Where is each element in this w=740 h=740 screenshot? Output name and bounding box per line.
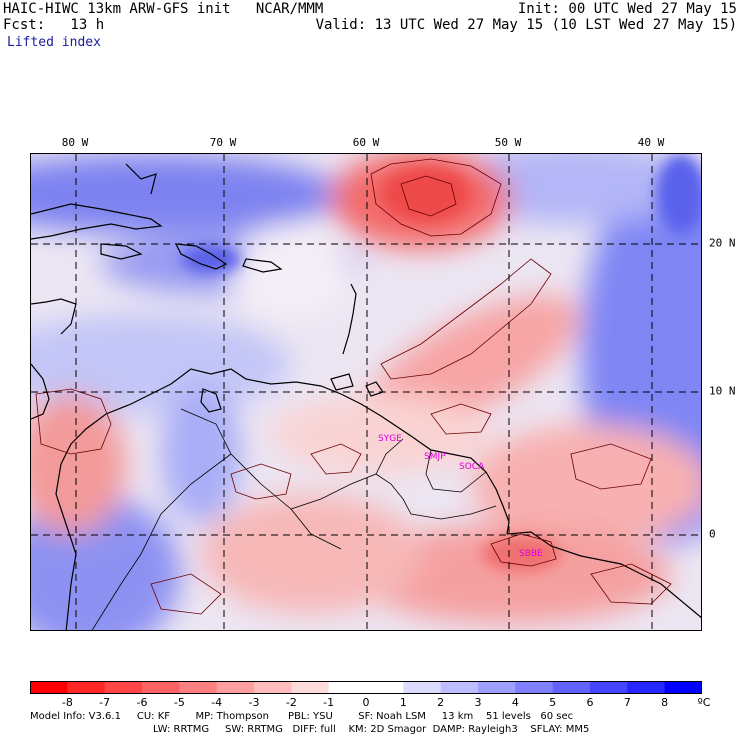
country-borders [91, 408, 497, 630]
lon-label-80w: 80 W [61, 136, 89, 149]
colorbar-tick-label: -6 [136, 696, 148, 709]
station-soca: SOCA [459, 462, 485, 472]
model-info-line1: Model Info: V3.6.1 CU: KF MP: Thompson P… [30, 711, 574, 722]
colorbar-border [30, 681, 702, 694]
colorbar [30, 681, 702, 694]
lon-label-50w: 50 W [494, 136, 522, 149]
colorbar-segment [216, 681, 255, 694]
lat-label-20n: 20 N [709, 236, 736, 250]
colorbar-tick-label: -3 [248, 696, 260, 709]
colorbar-tick-label: 2 [437, 696, 445, 709]
colorbar-tick-label: -4 [211, 696, 223, 709]
lat-label-10n: 10 N [709, 384, 736, 398]
colorbar-tick-label: -7 [99, 696, 111, 709]
contours [35, 158, 672, 615]
colorbar-tick-label: 5 [549, 696, 557, 709]
map-canvas: SYGE SMJP SOCA SBBE [31, 154, 701, 630]
lon-label-60w: 60 W [352, 136, 380, 149]
colorbar-tick-label: 6 [586, 696, 594, 709]
coastlines [31, 163, 701, 630]
colorbar-segment [627, 681, 666, 694]
colorbar-segment [30, 681, 68, 694]
colorbar-segment [440, 681, 479, 694]
colorbar-segment [403, 681, 442, 694]
colorbar-segment [254, 681, 292, 694]
colorbar-tick-label: 0 [362, 696, 370, 709]
station-labels: SYGE SMJP SOCA SBBE [378, 434, 543, 559]
colorbar-segment [328, 681, 367, 694]
station-syge: SYGE [378, 434, 402, 444]
valid-time: Valid: 13 UTC Wed 27 May 15 (10 LST Wed … [315, 17, 737, 33]
colorbar-tick-label: -2 [285, 696, 297, 709]
colorbar-tick-label: 3 [474, 696, 482, 709]
station-sbbe: SBBE [519, 549, 543, 559]
colorbar-segment [67, 681, 106, 694]
field-name: Lifted index [7, 35, 101, 50]
lat-label-0: 0 [709, 527, 716, 541]
colorbar-tick-label: 7 [623, 696, 631, 709]
init-time: Init: 00 UTC Wed 27 May 15 [517, 1, 737, 17]
station-smjp: SMJP [424, 452, 446, 462]
lon-label-70w: 70 W [209, 136, 237, 149]
colorbar-tick-label: -5 [173, 696, 185, 709]
colorbar-segment [104, 681, 143, 694]
colorbar-segment [366, 681, 404, 694]
colorbar-tick-label: -8 [61, 696, 73, 709]
colorbar-segment [179, 681, 218, 694]
forecast-hour: Fcst: 13 h [3, 17, 105, 33]
graticule [31, 154, 701, 630]
field-shading [31, 154, 701, 630]
colorbar-segment [478, 681, 516, 694]
lon-label-40w: 40 W [637, 136, 665, 149]
colorbar-tick-label: 1 [399, 696, 407, 709]
colorbar-unit: ºC [697, 696, 711, 709]
colorbar-tick-label: 8 [661, 696, 669, 709]
colorbar-segment [515, 681, 554, 694]
colorbar-segment [590, 681, 628, 694]
colorbar-tick-label: -1 [323, 696, 335, 709]
colorbar-segment [552, 681, 591, 694]
colorbar-segment [664, 681, 702, 694]
plot-title: HAIC-HIWC 13km ARW-GFS init NCAR/MMM [3, 1, 324, 17]
colorbar-segment [291, 681, 330, 694]
lifted-index-map: SYGE SMJP SOCA SBBE [30, 153, 702, 631]
colorbar-tick-label: 4 [511, 696, 519, 709]
colorbar-segment [142, 681, 180, 694]
model-info-line2: LW: RRTMG SW: RRTMG DIFF: full KM: 2D Sm… [153, 724, 590, 735]
